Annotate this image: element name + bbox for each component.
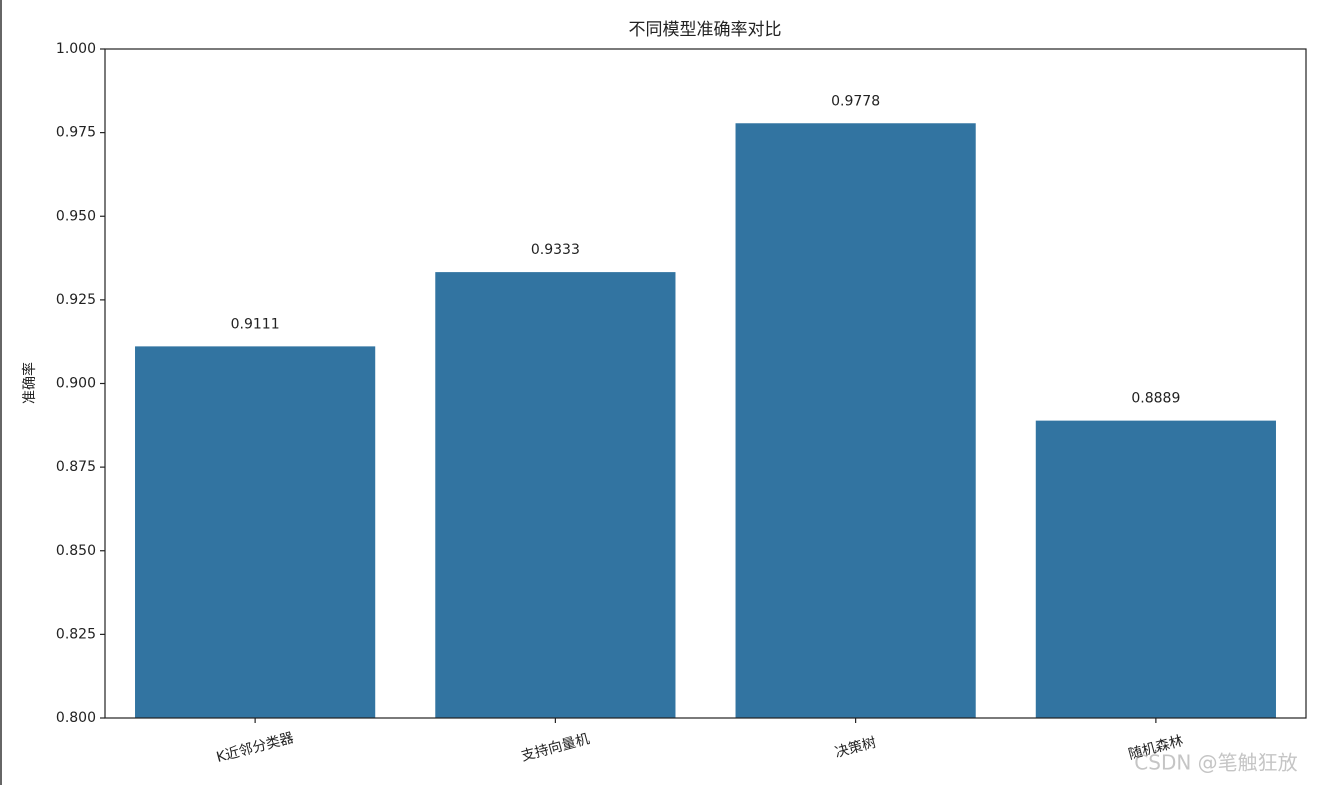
bar (1035, 420, 1276, 718)
x-tick-label: K近邻分类器 (215, 730, 296, 766)
y-tick-label: 0.875 (56, 459, 96, 475)
y-tick-label: 0.850 (56, 543, 96, 559)
value-label: 0.9778 (831, 93, 880, 109)
watermark: CSDN @笔触狂放 (1134, 751, 1297, 775)
value-label: 0.9111 (231, 316, 280, 332)
chart-title: 不同模型准确率对比 (629, 20, 782, 40)
y-tick-label: 0.825 (56, 626, 96, 642)
value-label: 0.8889 (1131, 391, 1180, 407)
bar (135, 346, 376, 718)
y-tick-label: 0.975 (56, 125, 96, 141)
y-tick-label: 0.925 (56, 292, 96, 308)
y-tick-label: 0.950 (56, 208, 96, 224)
y-axis-label: 准确率 (21, 362, 38, 404)
y-tick-label: 1.000 (56, 41, 96, 57)
plot-frame (104, 48, 1307, 719)
value-label: 0.9333 (531, 242, 580, 258)
bar (435, 272, 676, 718)
x-tick-label: 决策树 (833, 734, 878, 761)
bar (735, 123, 976, 718)
y-tick-label: 0.900 (56, 376, 96, 392)
y-tick-label: 0.800 (56, 710, 96, 726)
x-tick-label: 支持向量机 (519, 731, 591, 765)
